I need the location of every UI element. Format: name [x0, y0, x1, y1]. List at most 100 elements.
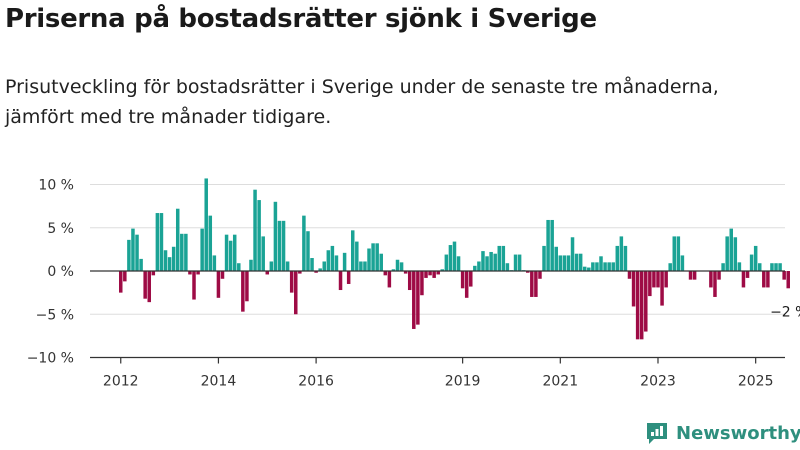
bar-positive [131, 228, 135, 271]
bar-chart: 10 % 5 % 0 % −5 % −10 % 2012 2014 2016 2019 2021 2… [27, 178, 800, 390]
bar-negative [786, 271, 790, 289]
bar-positive [330, 245, 335, 271]
bar-positive [375, 243, 379, 271]
bar-positive [672, 236, 677, 271]
bar-positive [566, 255, 571, 271]
bar-positive [753, 245, 758, 271]
bar-negative [387, 271, 392, 288]
bar-positive [542, 245, 546, 271]
bar-negative [420, 271, 424, 296]
bar-negative [294, 271, 298, 315]
bar-positive [310, 258, 314, 271]
bar-positive [277, 220, 282, 271]
bar-positive [224, 234, 229, 271]
bar-negative [412, 271, 416, 329]
bar-negative [188, 271, 192, 275]
bar-positive [599, 256, 603, 271]
bar-negative [741, 271, 746, 288]
bar-positive [448, 245, 453, 271]
bar-positive [737, 262, 742, 271]
bar-positive [591, 262, 595, 271]
bar-positive [184, 233, 188, 271]
bar-positive [171, 246, 176, 271]
bar-negative [460, 271, 465, 289]
bar-positive [778, 263, 782, 271]
bar-positive [269, 261, 274, 271]
bar-positive [350, 230, 355, 271]
bar-positive [318, 268, 322, 271]
bar-positive [721, 263, 725, 271]
bar-positive [163, 250, 168, 271]
bar-negative [289, 271, 294, 293]
bar-negative [119, 271, 123, 293]
bar-negative [660, 271, 664, 306]
bar-negative [407, 271, 412, 291]
bar-positive [676, 236, 681, 271]
bar-negative [664, 271, 668, 288]
bar-negative [627, 271, 632, 279]
y-tick-label: 0 % [47, 264, 74, 280]
bar-positive [399, 262, 404, 271]
bar-positive [249, 259, 253, 271]
bar-positive [485, 256, 489, 271]
bar-positive [554, 246, 558, 271]
bar-positive [159, 213, 164, 271]
bar-positive [749, 254, 754, 271]
bar-positive [444, 254, 449, 271]
bar-positive [253, 189, 257, 271]
bar-negative [436, 271, 440, 275]
bar-negative [631, 271, 636, 307]
bar-positive [395, 259, 400, 271]
chart-subtitle: Prisutveckling för bostadsrätter i Sveri… [5, 76, 719, 128]
bar-positive [668, 263, 672, 271]
bar-positive [607, 262, 611, 271]
x-tick-label: 2019 [445, 374, 481, 390]
bar-negative [766, 271, 770, 288]
bar-positive [175, 208, 180, 271]
bar-positive [513, 254, 518, 271]
bar-positive [489, 251, 493, 271]
bar-negative [147, 271, 151, 303]
bar-negative [424, 271, 428, 278]
bar-negative [688, 271, 693, 280]
bar-positive [261, 236, 265, 271]
bar-negative [534, 271, 538, 297]
bar-positive [281, 220, 286, 271]
bar-negative [762, 271, 766, 288]
axes [90, 270, 785, 364]
bar-positive [212, 255, 217, 271]
bar-negative [635, 271, 640, 340]
bar-positive [680, 255, 685, 271]
bar-negative [314, 271, 318, 273]
bar-positive [363, 261, 367, 271]
x-tick-label: 2016 [298, 374, 334, 390]
bar-negative [432, 271, 436, 278]
bar-positive [501, 245, 506, 271]
bar-negative [639, 271, 644, 340]
x-tick-label: 2025 [738, 374, 774, 390]
bar-positive [733, 237, 738, 271]
bar-positive [326, 250, 331, 271]
bar-positive [342, 252, 347, 271]
bar-positive [208, 215, 213, 271]
bar-positive [359, 261, 363, 271]
bar-positive [440, 269, 445, 271]
bar-positive [582, 266, 587, 271]
bar-negative [656, 271, 660, 288]
bar-positive [578, 253, 583, 271]
bar-negative [383, 271, 388, 276]
y-tick-label: −5 % [36, 307, 74, 323]
bar-positive [228, 240, 233, 271]
bar-positive [550, 219, 554, 271]
bar-negative [692, 271, 697, 280]
bar-positive [757, 263, 762, 271]
bar-positive [237, 263, 241, 271]
bar-negative [216, 271, 221, 298]
bar-positive [302, 215, 306, 271]
bar-positive [725, 236, 729, 271]
y-tick-label: 10 % [38, 178, 74, 194]
bar-negative [416, 271, 420, 325]
latest-value-label: −2 % [770, 304, 800, 320]
bar-positive [729, 228, 733, 271]
y-tick-label: 5 % [47, 221, 74, 237]
